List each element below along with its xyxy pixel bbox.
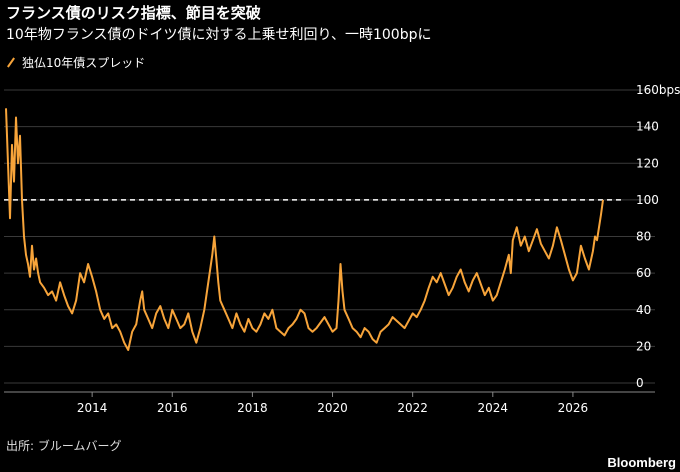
x-tick-label: 2016 (157, 401, 188, 415)
x-tick-label: 2022 (397, 401, 428, 415)
legend-label: 独仏10年債スプレッド (22, 56, 146, 70)
y-tick-label: 60 (636, 266, 651, 280)
x-tick-label: 2018 (237, 401, 268, 415)
x-tick-label: 2026 (558, 401, 589, 415)
x-tick-label: 2024 (478, 401, 509, 415)
y-tick-label: 140 (636, 120, 659, 134)
y-tick-label: 80 (636, 230, 651, 244)
chart-title: フランス債のリスク指標、節目を突破 (6, 4, 261, 22)
x-tick-label: 2020 (317, 401, 348, 415)
bloomberg-logo: Bloomberg (607, 455, 676, 470)
chart-subtitle: 10年物フランス債のドイツ債に対する上乗せ利回り、一時100bpに (6, 27, 432, 43)
source-note: 出所: ブルームバーグ (6, 439, 122, 453)
y-tick-label: 40 (636, 303, 651, 317)
y-tick-label: 160bps (636, 83, 680, 97)
y-tick-label: 0 (636, 376, 644, 390)
x-tick-label: 2014 (77, 401, 108, 415)
legend: 独仏10年債スプレッド (6, 54, 145, 71)
y-tick-label: 20 (636, 339, 651, 353)
y-tick-label: 120 (636, 156, 659, 170)
y-tick-label: 100 (636, 193, 659, 207)
series-line (5, 108, 604, 351)
